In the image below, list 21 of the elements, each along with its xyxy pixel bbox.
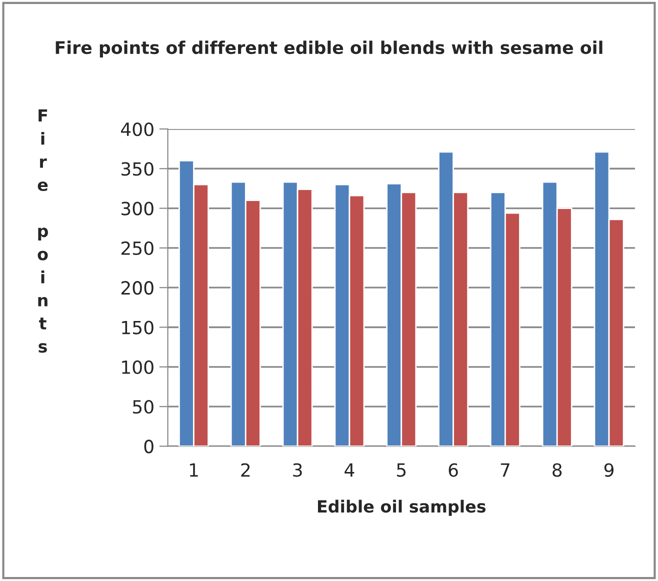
text: Fire points [38, 109, 48, 353]
x-tick-label: 8 [552, 463, 562, 477]
y-tick-label: 200 [121, 281, 154, 295]
y-tick-label: 400 [121, 122, 154, 136]
y-tick-label: 150 [122, 320, 154, 334]
x-tick-label: 7 [500, 463, 510, 477]
x-tick-label: 3 [293, 463, 302, 477]
y-tick-label: 50 [133, 400, 154, 414]
y-tick-label: 350 [122, 162, 154, 176]
y-tick-label: 300 [122, 202, 154, 216]
x-tick-label: 5 [397, 463, 406, 477]
x-tick-label: 6 [448, 463, 458, 477]
y-tick-label: 0 [144, 440, 154, 454]
y-tick-label: 100 [122, 360, 154, 374]
x-tick-label: 4 [344, 463, 354, 477]
y-tick-label: 250 [121, 241, 154, 256]
x-axis-title: Edible oil samples [318, 500, 486, 516]
x-tick-label: 1 [190, 463, 198, 477]
x-tick-label: 2 [241, 463, 250, 477]
x-tick-label: 9 [604, 463, 614, 477]
chart-title: Fire points of different edible oil blends with sesame oil [56, 40, 602, 58]
